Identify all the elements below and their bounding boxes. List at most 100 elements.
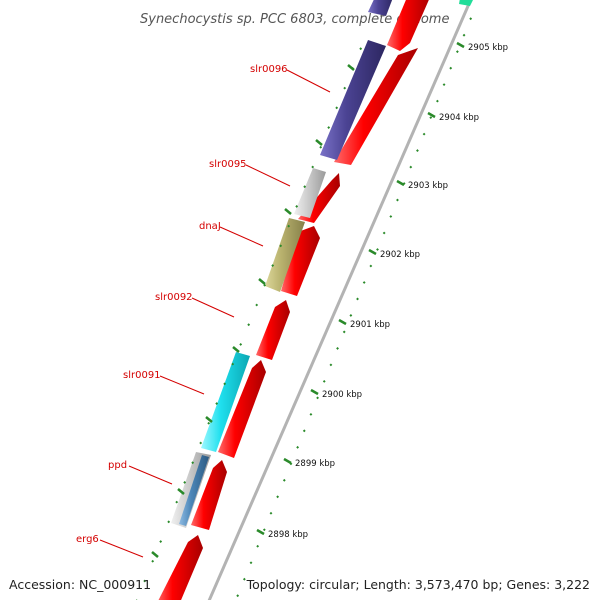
scale-dot-outer	[369, 264, 373, 268]
scale-dot-inner	[303, 185, 307, 189]
scale-dot-inner	[231, 362, 235, 366]
cds-arrow	[281, 226, 320, 296]
gene-block-slr0096	[320, 40, 386, 160]
scale-dot-outer	[429, 116, 433, 120]
scale-dot-outer	[436, 99, 439, 103]
gene-label-slr0091: slr0091	[123, 370, 161, 381]
scale-dot-inner	[239, 343, 243, 346]
scale-dot-outer	[316, 396, 319, 400]
scale-dot-inner	[319, 145, 323, 149]
cds-arrow	[191, 460, 227, 530]
scale-dot-outer	[342, 330, 346, 334]
leader-line-dnaJ	[219, 226, 264, 247]
scale-dot-outer	[376, 248, 379, 251]
leader-line-slr0091	[159, 375, 205, 395]
scale-dot-outer	[382, 231, 386, 235]
inner-tick-mark	[205, 416, 213, 423]
kbp-tick-label: 2898 kbp	[268, 530, 308, 540]
genome-backbone	[207, 0, 473, 600]
leader-line-slr0095	[245, 164, 291, 187]
scale-dot-inner	[143, 579, 147, 583]
scale-dot-inner	[327, 126, 331, 129]
scale-dot-inner	[199, 441, 203, 445]
scale-dot-inner	[223, 382, 227, 386]
scale-dot-inner	[311, 165, 315, 169]
inner-tick-mark	[315, 139, 323, 146]
cds-arrow	[158, 535, 203, 600]
inner-tick-mark	[347, 64, 355, 71]
label-leaders	[99, 69, 331, 558]
gene-label-slr0095: slr0095	[209, 159, 247, 170]
kbp-tick-label: 2905 kbp	[468, 43, 508, 53]
gene-block-dnaJ	[265, 218, 305, 292]
topology-text: Topology: circular; Length: 3,573,470 bp…	[246, 577, 590, 592]
scale-dot-outer	[455, 50, 459, 54]
scale-dot-outer	[302, 429, 306, 433]
leader-line-slr0096	[286, 69, 331, 93]
scale-dot-outer	[282, 478, 286, 482]
scale-dot-outer	[242, 577, 246, 581]
scale-dot-inner	[343, 86, 347, 90]
scale-dot-outer	[396, 198, 399, 202]
scale-dot-inner	[335, 106, 339, 110]
gene-label-dnaJ: dnaJ	[199, 221, 221, 232]
accession-text: Accession: NC_000911	[9, 577, 152, 592]
scale-dot-inner	[215, 402, 219, 405]
scale-dot-inner	[183, 481, 187, 484]
scale-dot-outer	[322, 379, 326, 383]
kbp-tick-mark	[396, 179, 405, 187]
scale-dot-inner	[271, 264, 275, 267]
kbp-tick-mark	[368, 248, 377, 256]
inner-tick-mark	[284, 208, 292, 215]
scale-dot-outer	[309, 412, 313, 416]
gene-block-ppd	[179, 455, 209, 526]
cds-arrow	[256, 300, 290, 360]
kbp-tick-label: 2904 kbp	[439, 113, 479, 123]
gene-block-track	[171, 0, 393, 528]
scale-dot-outer	[249, 561, 253, 565]
gene-label-slr0096: slr0096	[250, 64, 288, 75]
leader-line-erg6	[99, 539, 144, 558]
scale-dot-outer	[462, 33, 466, 37]
leader-line-ppd	[128, 465, 173, 485]
cds-arrow	[334, 48, 418, 165]
inner-tick-mark	[151, 551, 159, 558]
scale-dot-outer	[362, 281, 366, 284]
gene-label-ppd: ppd	[108, 460, 127, 471]
scale-dot-outer	[336, 347, 339, 350]
scale-dot-inner	[175, 500, 179, 504]
kbp-tick-mark	[310, 388, 319, 396]
scale-dot-inner	[255, 303, 259, 307]
kbp-tick-label: 2899 kbp	[295, 459, 335, 469]
scale-dot-outer	[276, 495, 280, 499]
leader-line-slr0092	[191, 297, 235, 318]
kbp-tick-label: 2901 kbp	[350, 320, 390, 330]
kbp-tick-mark	[256, 528, 265, 536]
scale-ticks: 2905 kbp 2904 kbp 2903 kbp 2902 kbp 2901 kbp…	[136, 17, 508, 600]
gene-label-erg6: erg6	[76, 534, 99, 545]
gene-block-slr0096	[368, 0, 393, 16]
scale-dot-outer	[256, 544, 260, 548]
scale-dot-inner	[207, 421, 211, 425]
scale-dot-outer	[236, 594, 240, 598]
scale-dot-outer	[356, 297, 359, 301]
kbp-tick-mark	[427, 111, 436, 119]
scale-dot-inner	[295, 205, 299, 208]
scale-dot-inner	[167, 520, 171, 524]
scale-dot-inner	[191, 461, 195, 465]
scale-dot-inner	[159, 540, 163, 543]
scale-dot-inner	[151, 559, 155, 563]
scale-dot-outer	[262, 528, 266, 532]
gene-labels: slr0096 slr0095 dnaJ slr0092 slr0091 ppd erg6	[76, 64, 288, 545]
kbp-tick-mark	[456, 41, 465, 49]
kbp-tick-mark	[283, 457, 292, 465]
kbp-tick-label: 2900 kbp	[322, 390, 362, 400]
inner-tick-mark	[258, 278, 266, 285]
inner-tick-mark	[232, 346, 240, 353]
scale-dot-outer	[442, 83, 446, 87]
cds-arrow	[387, 0, 429, 51]
scale-dot-outer	[349, 314, 353, 317]
scale-dot-outer	[296, 445, 300, 449]
scale-dot-outer	[409, 165, 413, 169]
